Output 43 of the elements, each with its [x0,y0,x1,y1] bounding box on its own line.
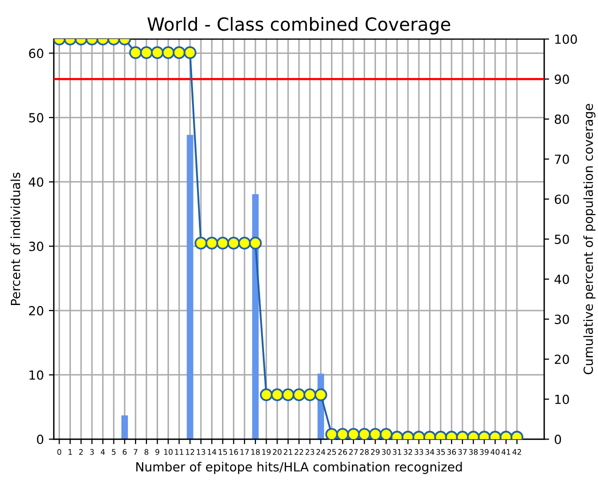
y2-tick-label: 70 [554,154,569,164]
point [368,428,382,440]
y-tick-label: 50 [29,113,44,122]
y-tick-label: 20 [29,306,44,316]
point [205,236,218,250]
y-tick-label: 40 [28,177,44,187]
y2-tick-label: 60 [554,194,569,204]
point [194,236,208,250]
x-axis-title: Number of epitope hits/HLA combination recognized [136,462,462,474]
point [292,388,306,402]
point [380,428,393,440]
point [347,428,360,440]
y2-tick-label: 10 [555,394,569,404]
point [227,236,240,250]
bar [186,134,194,440]
y-axis-title: Percent of individuals [10,172,20,305]
y2-tick-label: 20 [554,354,569,364]
y2-tick-label: 90 [554,74,569,84]
y2-tick-label: 100 [555,34,577,44]
y-tick-label: 0 [36,434,44,444]
point [270,388,284,402]
y2-tick-label: 30 [554,314,569,324]
point [336,428,349,440]
y2-tick-label: 80 [554,114,569,124]
point [260,388,273,402]
point [249,236,262,250]
point [304,388,316,402]
bar [252,194,259,440]
y2-axis-title: Cumulative percent of population coverage [583,104,596,374]
y-tick-label: 30 [29,242,44,252]
point [314,388,328,402]
y-tick-label: 60 [29,48,44,58]
point [216,236,230,250]
point [325,428,338,440]
y-tick-label: 10 [30,370,44,380]
chart-title: World - Class combined Coverage [147,16,450,34]
y2-tick-label: 0 [554,434,562,444]
bar [121,415,128,440]
y2-tick-label: 50 [554,234,569,244]
y2-tick-label: 40 [554,274,569,284]
point [358,428,371,440]
point [282,388,294,402]
point [238,236,251,250]
